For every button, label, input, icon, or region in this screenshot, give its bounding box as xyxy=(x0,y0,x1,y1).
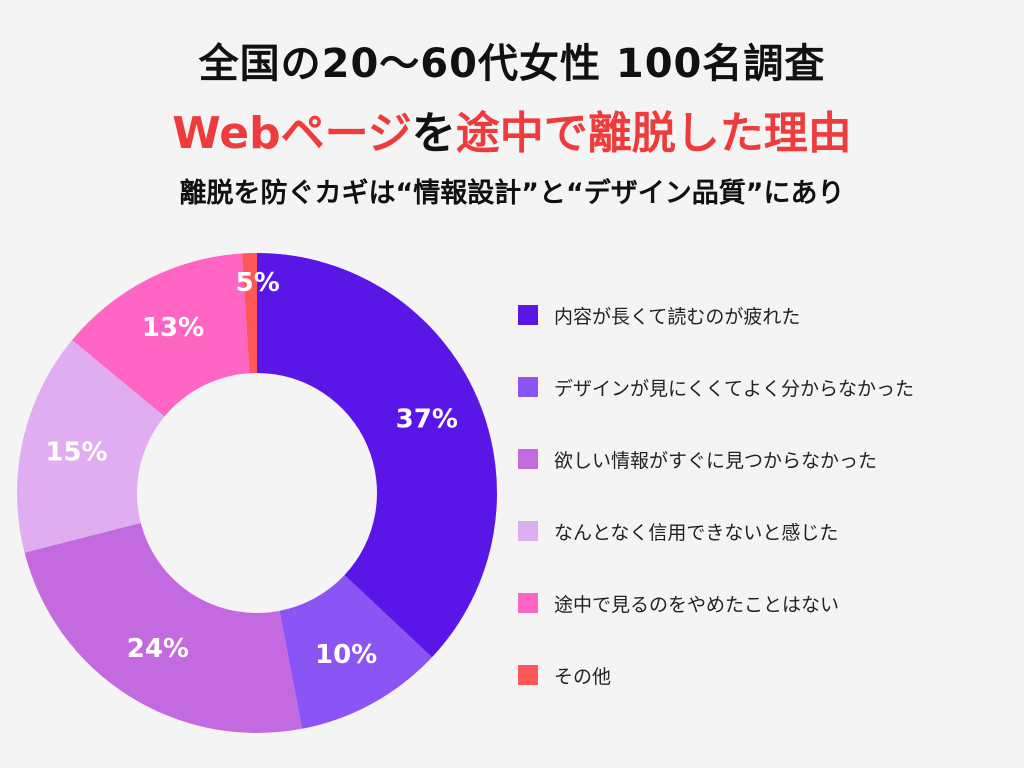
legend-swatch xyxy=(518,665,538,685)
legend-swatch xyxy=(518,305,538,325)
legend-label: なんとなく信用できないと感じた xyxy=(554,521,839,544)
legend-item: その他 xyxy=(518,660,611,690)
legend-swatch xyxy=(518,377,538,397)
donut-slice-1 xyxy=(257,253,497,658)
legend-label: デザインが見にくくてよく分からなかった xyxy=(554,377,915,400)
donut-chart: 37% 10% 24% 15% 13% 5% xyxy=(16,253,497,733)
legend-item: デザインが見にくくてよく分からなかった xyxy=(518,372,914,402)
legend-item: 途中で見るのをやめたことはない xyxy=(518,588,839,618)
legend-label: 内容が長くて読むのが疲れた xyxy=(554,305,801,328)
chart-subtitle: 離脱を防ぐカギは“情報設計”と“デザイン品質”にあり xyxy=(179,178,845,209)
legend-swatch xyxy=(518,449,538,469)
donut-slices xyxy=(16,253,497,733)
slice-labels: 37% 10% 24% 15% 13% 5% xyxy=(45,268,458,670)
chart-title: 全国の20〜60代女性 100名調査 xyxy=(198,41,826,87)
slice-label-6: 5% xyxy=(236,268,280,298)
donut-slice-2 xyxy=(279,575,432,729)
legend-swatch xyxy=(518,521,538,541)
legend-label: 途中で見るのをやめたことはない xyxy=(554,593,840,616)
headline-part-wo: を xyxy=(411,108,456,159)
donut-slice-3 xyxy=(24,522,302,733)
legend-label: 欲しい情報がすぐに見つからなかった xyxy=(554,449,878,472)
slice-label-5: 13% xyxy=(142,313,204,343)
legend-item: 欲しい情報がすぐに見つからなかった xyxy=(518,444,877,474)
legend-item: なんとなく信用できないと感じた xyxy=(518,516,838,546)
slice-label-4: 15% xyxy=(45,438,107,468)
donut-slice-4 xyxy=(16,340,165,553)
legend-swatch xyxy=(518,593,538,613)
donut-slice-6 xyxy=(241,253,257,374)
slice-label-3: 24% xyxy=(127,634,189,664)
legend-label: その他 xyxy=(554,665,612,688)
headline-part-reason: 途中で離脱した理由 xyxy=(455,108,852,159)
chart-headline: Webページを途中で離脱した理由 xyxy=(0,106,1024,162)
headline-part-web: Webページ xyxy=(172,108,412,159)
slice-label-2: 10% xyxy=(315,640,377,670)
donut-slice-5 xyxy=(72,253,250,417)
legend-item: 内容が長くて読むのが疲れた xyxy=(518,300,800,330)
slice-label-1: 37% xyxy=(396,405,458,435)
